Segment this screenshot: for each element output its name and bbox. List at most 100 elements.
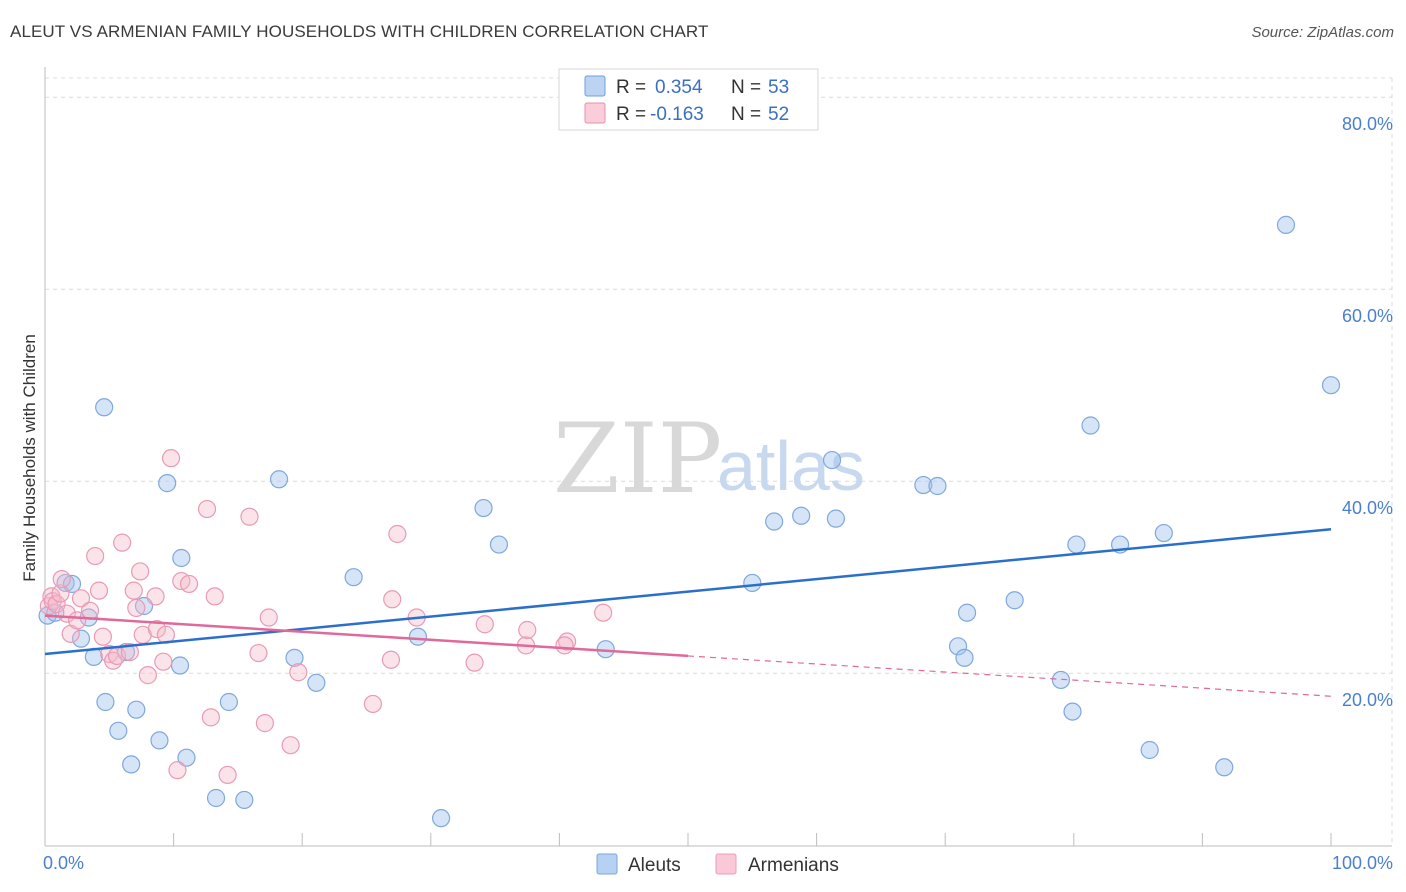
armenian-point-43 [381, 650, 401, 669]
aleut-point-18 [177, 748, 196, 767]
aleut-point-42 [1051, 670, 1071, 690]
aleut-point-15 [158, 474, 177, 493]
armenian-point-48 [475, 615, 494, 634]
armenian-point-23 [138, 666, 157, 685]
watermark: ZIP atlas [553, 403, 865, 515]
armenian-point-20 [127, 598, 146, 618]
armenian-point-41 [289, 663, 308, 682]
armenian-point-26 [154, 652, 173, 671]
x-tick-label-0: 0.0% [43, 853, 84, 873]
grid-layer [45, 77, 1393, 846]
aleut-point-37 [928, 476, 947, 496]
legend-box: R = 0.354 N = 53 R = -0.163 N = 52 [558, 68, 819, 131]
aleut-point-36 [914, 475, 933, 495]
aleut-point-32 [765, 512, 784, 531]
armenian-trend-extension [687, 655, 1332, 697]
armenian-point-39 [259, 608, 278, 627]
armenian-point-36 [240, 507, 259, 526]
legend-n-value-aleuts: 53 [768, 77, 789, 98]
armenian-point-47 [465, 653, 484, 672]
armenian-point-29 [168, 761, 187, 780]
legend-swatch-armenians [584, 102, 606, 124]
legend-r-label-armenians: R = [616, 104, 646, 125]
armenian-point-5 [52, 570, 71, 589]
aleut-point-31 [743, 573, 762, 593]
aleut-point-41 [1005, 591, 1024, 610]
legend-r-value-armenians: -0.163 [650, 104, 704, 125]
axis-layer: 20.0% 40.0% 60.0% 80.0% 0.0% 100.0% [43, 67, 1393, 873]
armenian-point-35 [218, 765, 237, 785]
aleut-point-45 [1081, 416, 1100, 435]
legend-n-label-armenians: N = [731, 104, 761, 125]
chart-title: ALEUT VS ARMENIAN FAMILY HOUSEHOLDS WITH… [10, 22, 709, 41]
armenian-point-31 [179, 574, 199, 594]
aleut-point-19 [206, 788, 226, 808]
armenian-point-12 [89, 581, 109, 600]
armenian-point-11 [86, 546, 105, 566]
armenian-point-45 [388, 524, 407, 544]
aleut-point-38 [948, 637, 968, 656]
aleut-point-12 [127, 700, 146, 719]
aleut-point-27 [431, 809, 451, 828]
aleut-point-26 [408, 627, 428, 646]
bottom-legend-label-armenians: Armenians [748, 855, 839, 876]
y-tick-label-2: 60.0% [1342, 306, 1393, 326]
aleut-point-4 [71, 629, 91, 648]
source-label: Source: ZipAtlas.com [1251, 24, 1394, 41]
armenian-point-4 [51, 584, 70, 603]
y-tick-label-3: 80.0% [1342, 114, 1393, 134]
armenian-point-18 [120, 642, 139, 662]
armenian-point-24 [146, 587, 165, 606]
bottom-legend: Aleuts Armenians [596, 853, 839, 876]
legend-n-label-aleuts: N = [731, 77, 761, 98]
y-tick-label-1: 40.0% [1342, 498, 1393, 518]
armenian-point-21 [131, 562, 150, 581]
armenian-point-37 [249, 643, 268, 663]
armenian-trend-line [44, 614, 689, 658]
armenian-point-33 [201, 708, 220, 727]
armenian-point-50 [518, 620, 537, 640]
aleut-point-9 [109, 721, 128, 740]
legend-swatch-aleuts [584, 75, 606, 97]
legend-r-value-aleuts: 0.354 [655, 77, 703, 98]
aleut-point-17 [172, 548, 191, 568]
armenian-point-42 [363, 694, 383, 714]
aleut-point-7 [95, 398, 114, 417]
aleut-point-40 [957, 603, 977, 622]
aleut-point-33 [792, 506, 811, 525]
y-tick-label-0: 20.0% [1342, 690, 1393, 710]
aleut-point-49 [1215, 758, 1234, 777]
aleut-point-48 [1154, 523, 1173, 543]
watermark-zip: ZIP [553, 403, 722, 515]
armenian-point-38 [255, 714, 275, 733]
legend-n-value-armenians: 52 [768, 104, 789, 125]
aleut-point-14 [150, 731, 169, 750]
aleut-point-24 [307, 673, 326, 692]
aleut-point-39 [955, 648, 974, 667]
aleut-point-11 [122, 755, 141, 774]
armenian-point-9 [71, 589, 91, 608]
aleut-point-22 [269, 470, 289, 489]
bottom-legend-swatch-aleuts [596, 853, 618, 875]
aleut-point-21 [235, 790, 254, 810]
armenian-point-25 [147, 619, 166, 639]
y-axis-label: Family Households with Children [20, 334, 39, 582]
aleut-point-47 [1140, 740, 1159, 760]
armenian-point-17 [113, 533, 132, 552]
trend-layer [44, 527, 1332, 697]
aleut-point-23 [285, 648, 304, 667]
armenian-point-13 [93, 627, 112, 646]
x-tick-label-1: 100.0% [1332, 853, 1393, 873]
armenian-point-32 [197, 499, 217, 519]
aleut-point-50 [1276, 215, 1296, 234]
bottom-legend-swatch-armenians [715, 853, 737, 875]
aleut-point-28 [474, 498, 493, 518]
aleut-point-25 [344, 568, 363, 587]
armenian-point-53 [594, 603, 613, 622]
aleut-point-29 [489, 535, 509, 554]
armenian-point-19 [124, 581, 143, 600]
armenian-point-34 [205, 587, 224, 606]
bottom-legend-label-aleuts: Aleuts [628, 855, 681, 876]
armenian-point-52 [555, 636, 574, 655]
